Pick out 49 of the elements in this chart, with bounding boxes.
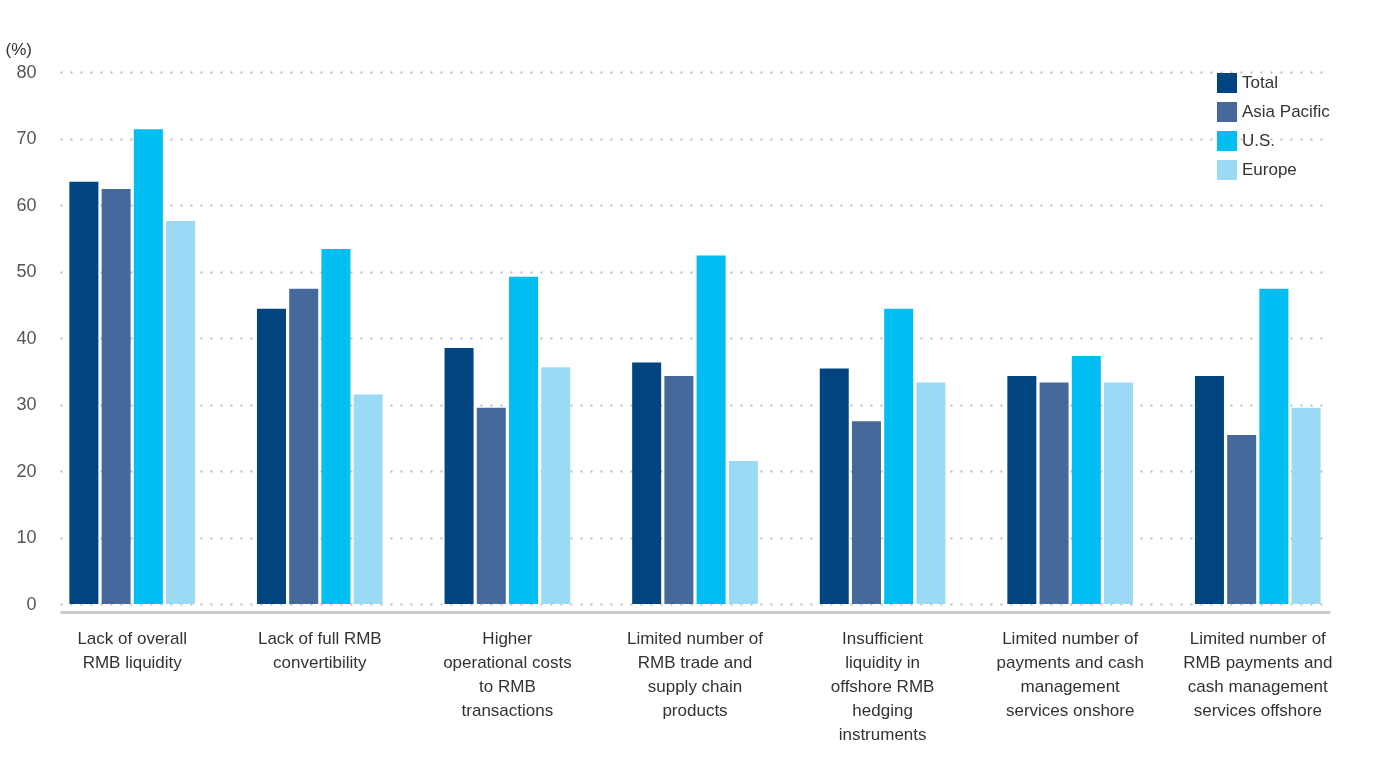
x-tick-label: Limited number of RMB payments and cash management services offshore [1183, 628, 1333, 720]
x-tick-label: Insufficient liquidity in offshore RMB hedging instruments [830, 628, 935, 744]
bar [696, 255, 726, 605]
bar [166, 220, 196, 605]
bar [289, 288, 319, 605]
bar [1071, 355, 1101, 605]
bar [664, 375, 694, 605]
bar [444, 347, 474, 605]
y-tick-label: 10 [16, 527, 37, 548]
y-axis-title: (%) [5, 39, 32, 59]
bar [476, 407, 506, 605]
x-tick-label: Lack of full RMB convertibility [257, 628, 382, 672]
bar [353, 394, 383, 605]
x-tick-label: Lack of overall RMB liquidity [77, 628, 188, 672]
y-tick-label: 30 [16, 394, 37, 415]
y-tick-label: 70 [16, 128, 37, 148]
bar [1104, 382, 1134, 605]
bar [133, 129, 163, 605]
x-tick-label: Limited number of payments and cash management services onshore [996, 628, 1144, 720]
x-tick-label: Limited number of RMB trade and supply chain products [626, 628, 764, 720]
bar [1007, 375, 1037, 605]
bar [916, 382, 946, 605]
bar [1039, 382, 1069, 605]
bar [1259, 288, 1289, 605]
y-tick-label: 50 [16, 261, 37, 282]
bar [69, 181, 99, 605]
y-tick-label: 20 [16, 460, 37, 481]
bar [1227, 435, 1257, 605]
bar [321, 248, 351, 605]
bar [819, 368, 849, 605]
bar [101, 189, 131, 605]
bar [256, 308, 286, 605]
bar [509, 276, 539, 605]
y-tick-label: 80 [16, 61, 37, 82]
bar [884, 308, 914, 605]
bar [851, 421, 881, 605]
bar [1291, 407, 1321, 605]
bar [1194, 375, 1224, 605]
bar [632, 362, 662, 605]
y-tick-label: 60 [16, 194, 37, 215]
bar [728, 461, 758, 605]
x-tick-label: Higher operational costs to RMB transactions [443, 628, 572, 720]
y-tick-label: 40 [16, 327, 37, 348]
bar [541, 367, 571, 605]
legend-label: Asia Pacific [1242, 102, 1331, 121]
legend-label: Europe [1242, 160, 1297, 179]
y-tick-label: 0 [26, 593, 37, 614]
legend-label: U.S. [1242, 131, 1276, 150]
legend-label: Total [1242, 73, 1278, 92]
